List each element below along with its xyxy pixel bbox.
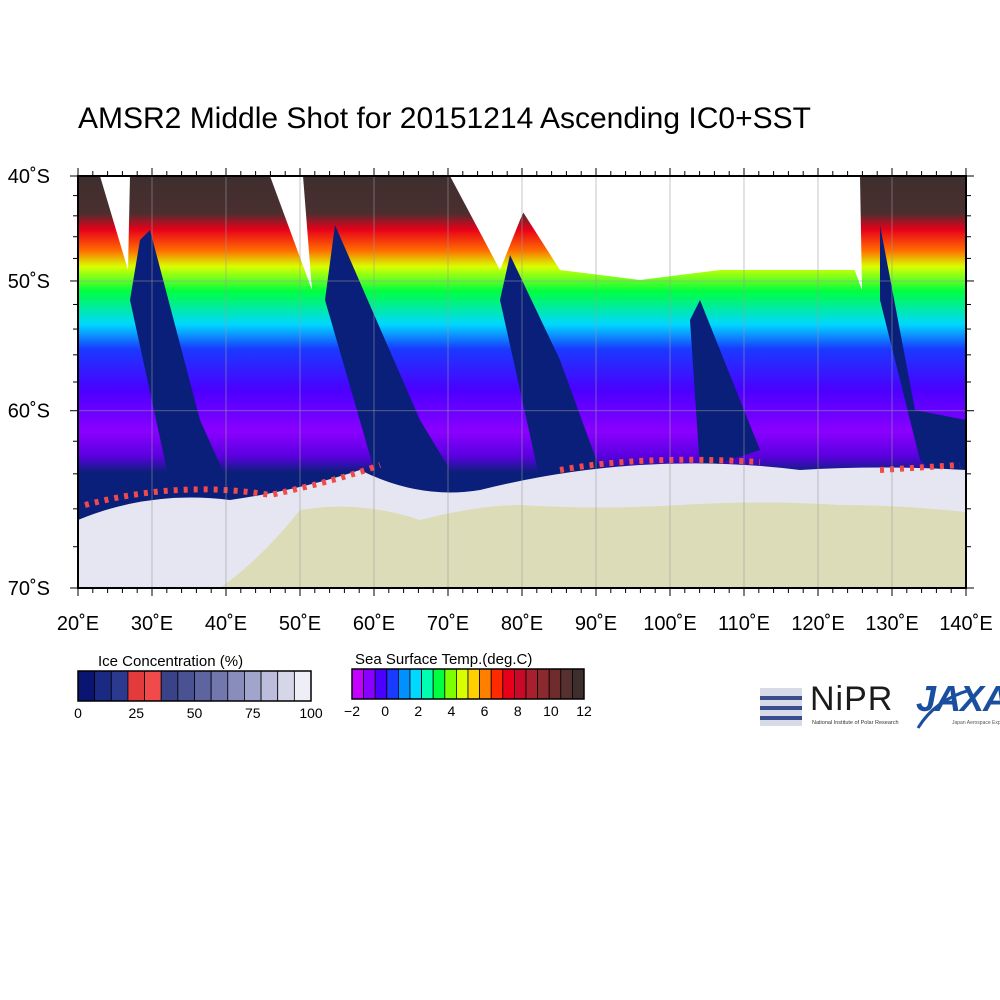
colorbar-tick-label: 8 (514, 703, 522, 719)
colorbar-swatch (77, 670, 96, 702)
colorbar-swatch (548, 668, 562, 700)
colorbar-swatch (293, 670, 312, 702)
lon-label: 40˚E (205, 613, 247, 635)
jaxa-logo: JAXA (916, 678, 1000, 719)
lon-label: 20˚E (57, 613, 99, 635)
lon-label: 110˚E (718, 613, 770, 635)
colorbar-swatch (110, 670, 129, 702)
lon-label: 100˚E (643, 613, 696, 635)
colorbar-swatch (351, 668, 365, 700)
colorbar-swatch (227, 670, 245, 702)
colorbar-tick-label: 75 (245, 705, 261, 721)
colorbar-swatch (144, 670, 162, 702)
colorbar-swatch (560, 668, 573, 700)
no-data-wedge (270, 176, 312, 290)
colorbar-tick-label: 4 (448, 703, 456, 719)
colorbar-swatch (467, 668, 481, 700)
lat-label: 40˚S (8, 166, 50, 188)
colorbar-swatch (514, 668, 527, 700)
colorbar-swatch (94, 670, 112, 702)
colorbar-swatch (160, 670, 179, 702)
sst-colorbar (351, 668, 585, 700)
colorbar-swatch (363, 668, 376, 700)
colorbar-tick-label: 2 (414, 703, 422, 719)
sst-colorbar-title: Sea Surface Temp.(deg.C) (355, 651, 532, 668)
no-data-wedge (820, 176, 862, 290)
lon-label: 80˚E (501, 613, 543, 635)
ice-colorbar-title: Ice Concentration (%) (98, 653, 243, 670)
graticule (78, 176, 966, 588)
colorbar-swatch (444, 668, 457, 700)
nipr-logo: NiPR (810, 680, 894, 718)
lon-label: 140˚E (939, 613, 992, 635)
colorbar-swatch (455, 668, 469, 700)
swath-gap (500, 255, 600, 480)
longitude-labels: 20˚E 30˚E 40˚E 50˚E 60˚E 70˚E 80˚E 90˚E 100˚E 110… (57, 613, 993, 635)
sst-colorbar-ticks: −2 0 2 4 6 8 10 12 (344, 703, 592, 719)
colorbar-swatch (397, 668, 411, 700)
colorbar-tick-label: 0 (381, 703, 389, 719)
swath-gap (690, 300, 760, 470)
lon-label: 60˚E (353, 613, 395, 635)
swath-gap (880, 225, 966, 500)
colorbar-tick-label: 10 (543, 703, 559, 719)
colorbar-swatch (260, 670, 279, 702)
ice-edge (84, 456, 961, 508)
colorbar-swatch (572, 668, 585, 700)
ice-colorbar (77, 670, 312, 702)
lat-label: 60˚S (8, 401, 50, 423)
colorbar-swatch (386, 668, 399, 700)
swath-gap (325, 225, 450, 490)
jaxa-swoosh-icon (916, 688, 971, 729)
colorbar-tick-label: 25 (128, 705, 144, 721)
colorbar-swatch (502, 668, 515, 700)
colorbar-swatch (479, 668, 492, 700)
swath-gap (130, 230, 245, 530)
lon-label: 90˚E (575, 613, 617, 635)
colorbar-tick-label: 100 (299, 705, 323, 721)
lon-label: 50˚E (279, 613, 321, 635)
colorbar-swatch (194, 670, 212, 702)
colorbar-swatch (277, 670, 295, 702)
colorbar-swatch (432, 668, 446, 700)
colorbar-swatch (374, 668, 388, 700)
axis-ticks (70, 168, 974, 596)
map-area (78, 176, 966, 588)
no-data-wedge (500, 176, 860, 280)
no-data-wedge (100, 176, 130, 270)
colorbar-swatch (525, 668, 539, 700)
colorbar-tick-label: 12 (576, 703, 592, 719)
colorbar-swatch (537, 668, 550, 700)
land (220, 502, 966, 588)
lon-label: 70˚E (427, 613, 469, 635)
colorbar-tick-label: 0 (74, 705, 82, 721)
lon-label: 130˚E (865, 613, 918, 635)
colorbar-tick-label: 6 (481, 703, 489, 719)
ice-colorbar-ticks: 0 25 50 75 100 (74, 705, 323, 721)
lon-label: 120˚E (791, 613, 844, 635)
colorbar-swatch (244, 670, 262, 702)
lon-label: 30˚E (131, 613, 173, 635)
colorbar-swatch (210, 670, 229, 702)
colorbar-swatch (490, 668, 504, 700)
lat-label: 50˚S (8, 271, 50, 293)
nipr-emblem-icon (760, 688, 802, 726)
nipr-subtitle: National Institute of Polar Research (812, 720, 899, 726)
colorbar-swatch (421, 668, 434, 700)
jaxa-subtitle: Japan Aerospace Exploration Agency (952, 720, 1000, 726)
colorbar-tick-label: 50 (187, 705, 203, 721)
colorbar-tick-label: −2 (344, 703, 360, 719)
colorbar-swatch (409, 668, 423, 700)
map-title: AMSR2 Middle Shot for 20151214 Ascending… (78, 102, 811, 135)
latitude-labels: 40˚S 50˚S 60˚S 70˚S (8, 166, 50, 600)
lat-label: 70˚S (8, 578, 50, 600)
colorbar-swatch (127, 670, 145, 702)
colorbar-swatch (177, 670, 195, 702)
